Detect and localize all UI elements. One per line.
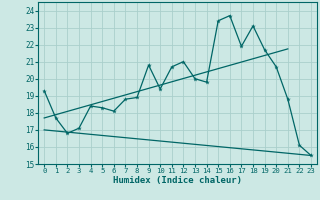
X-axis label: Humidex (Indice chaleur): Humidex (Indice chaleur) <box>113 176 242 185</box>
